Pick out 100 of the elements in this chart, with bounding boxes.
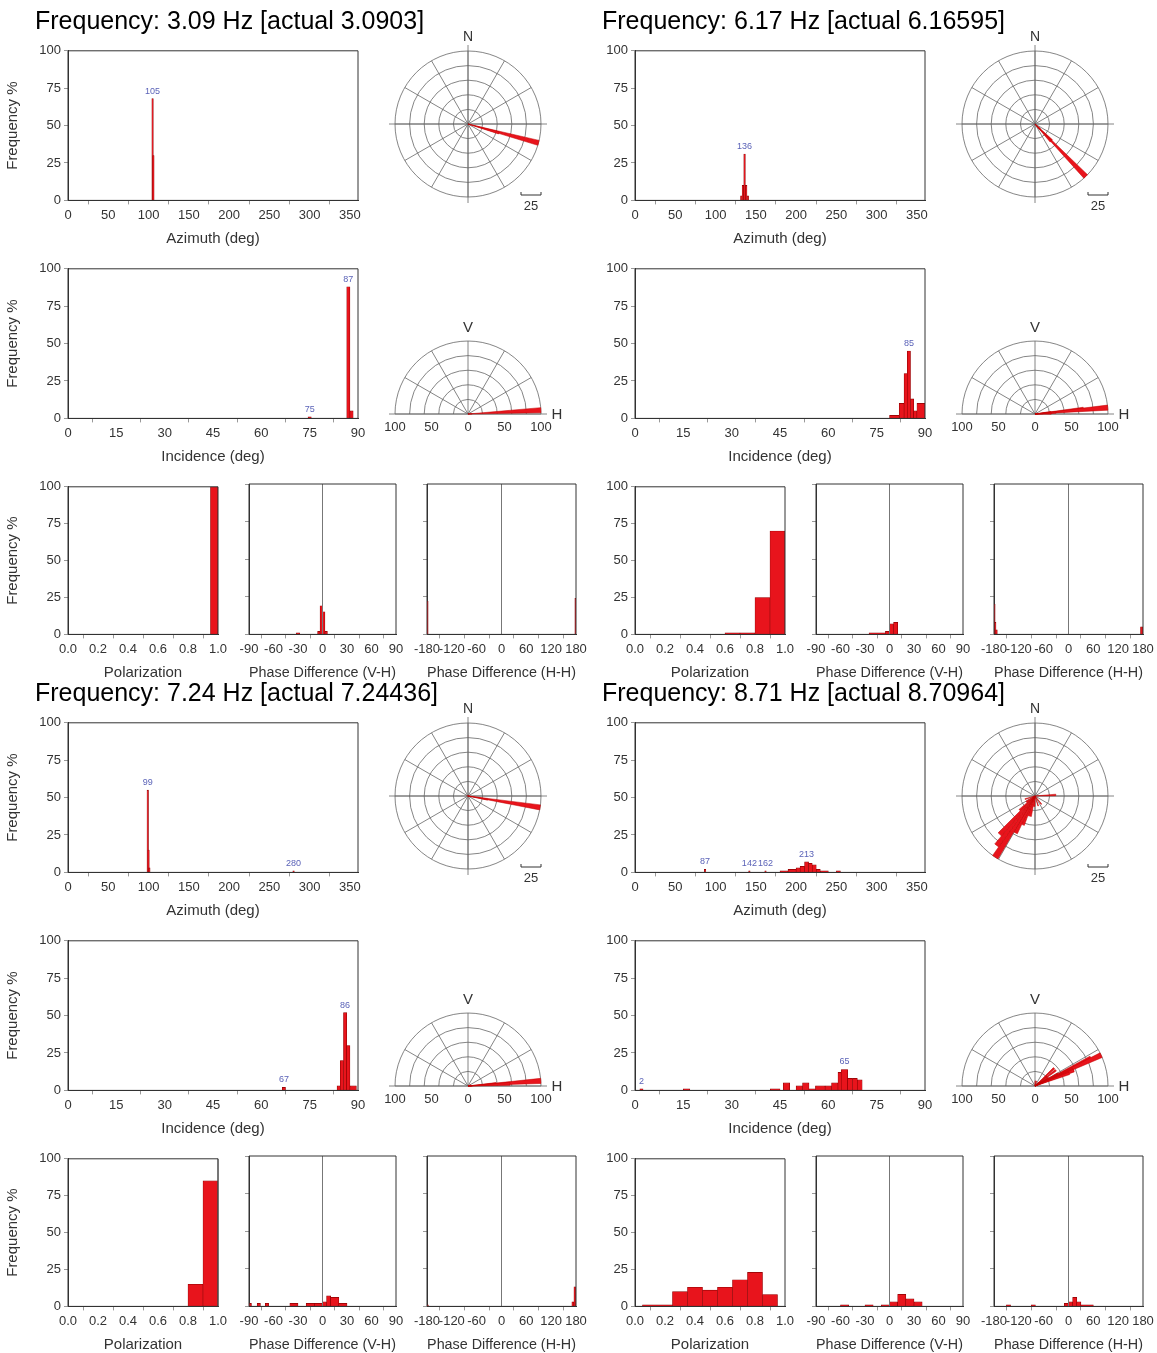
y-tick-label: 75	[46, 969, 61, 985]
y-tick-label: 75	[46, 515, 61, 531]
x-tick-label: 30	[724, 1096, 739, 1112]
y-tick-label: 0	[620, 625, 628, 641]
x-tick-label: -30	[288, 640, 308, 656]
annotation: 105	[145, 85, 161, 96]
x-tick-label: -60	[831, 640, 850, 656]
y-tick-label: 0	[53, 409, 61, 425]
x-tick-label: 150	[744, 878, 767, 894]
y-tick-label: 100	[39, 1150, 61, 1166]
x-axis-title: Phase Difference (V-H)	[816, 1335, 963, 1353]
annotation: 136	[737, 141, 753, 152]
x-tick-label: -60	[264, 1312, 283, 1328]
x-tick-label: 30	[906, 640, 922, 656]
y-tick-label: 75	[613, 969, 628, 985]
x-tick-label: 0	[885, 1312, 894, 1328]
x-tick-label: 0	[64, 1096, 72, 1112]
x-tick-label: -120	[1005, 640, 1032, 656]
x-tick-label: 15	[676, 1096, 691, 1112]
x-tick-label: -120	[438, 640, 465, 656]
x-tick-label: 0.4	[685, 1312, 705, 1328]
x-tick-label: -60	[1034, 1312, 1054, 1328]
x-tick-label: 75	[302, 1096, 317, 1112]
x-axis-title: Incidence (deg)	[161, 1119, 265, 1137]
x-tick-label: 120	[1107, 640, 1130, 656]
text: N	[1029, 700, 1041, 716]
x-tick-label: 0	[885, 640, 894, 656]
x-tick-label: -90	[806, 640, 826, 656]
x-axis-title: Polarization	[670, 1335, 750, 1353]
y-tick-label: 0	[620, 409, 628, 425]
y-axis-title: Frequency %	[3, 753, 21, 842]
y-tick-label: 25	[46, 826, 61, 842]
x-tick-label: 0.4	[118, 1312, 138, 1328]
x-tick-label: 100	[137, 878, 160, 894]
x-tick-label: 0.0	[58, 1312, 78, 1328]
x-tick-label: 250	[825, 206, 848, 222]
x-axis-title: Phase Difference (V-H)	[249, 1335, 396, 1353]
y-tick-label: 25	[46, 372, 61, 388]
x-tick-label: -60	[467, 640, 487, 656]
text: H	[551, 1077, 563, 1094]
y-tick-label: 50	[613, 789, 628, 805]
x-tick-label: 0.4	[685, 640, 705, 656]
x-tick-label: 0	[497, 1312, 506, 1328]
x-tick-label: 0.0	[58, 640, 78, 656]
x-tick-label: -180	[980, 640, 1008, 656]
y-axis-title: Frequency %	[3, 516, 21, 605]
x-tick-label: 0.8	[745, 1312, 765, 1328]
x-tick-label: 60	[364, 640, 379, 656]
y-tick-label: 25	[613, 1044, 628, 1060]
y-tick-label: 100	[39, 714, 61, 730]
y-tick-label: 25	[613, 154, 628, 170]
y-tick-label: 25	[46, 154, 61, 170]
y-tick-label: 75	[46, 79, 61, 95]
annotation: 2	[638, 1075, 644, 1086]
y-tick-label: 100	[606, 42, 628, 58]
x-tick-label: 0.0	[625, 1312, 645, 1328]
x-tick-label: -120	[1005, 1312, 1032, 1328]
text: V	[1029, 990, 1041, 1007]
x-tick-label: 15	[676, 424, 691, 440]
x-tick-label: -60	[831, 1312, 850, 1328]
y-tick-label: 75	[613, 751, 628, 767]
x-tick-label: 45	[772, 1096, 788, 1112]
x-tick-label: 0.2	[88, 640, 108, 656]
y-tick-label: 25	[46, 1044, 61, 1060]
y-tick-label: 100	[39, 260, 61, 276]
y-tick-label: 100	[606, 1150, 628, 1166]
y-tick-label: 25	[613, 1261, 628, 1277]
y-tick-label: 50	[46, 1007, 61, 1023]
x-tick-label: -30	[288, 1312, 308, 1328]
x-tick-label: 90	[388, 640, 404, 656]
y-tick-label: 100	[606, 714, 628, 730]
x-tick-label: 60	[931, 640, 946, 656]
x-tick-label: 90	[917, 424, 933, 440]
x-tick-label: 60	[1086, 640, 1101, 656]
x-tick-label: 15	[109, 424, 124, 440]
x-tick-label: 0	[1064, 1312, 1073, 1328]
x-tick-label: 60	[519, 640, 534, 656]
text: H	[1118, 1077, 1130, 1094]
x-axis-title: Phase Difference (H-H)	[994, 1335, 1143, 1353]
x-tick-label: 90	[955, 640, 971, 656]
x-tick-label: 200	[785, 206, 807, 222]
x-axis-title: Phase Difference (H-H)	[427, 1335, 576, 1353]
y-tick-label: 75	[46, 297, 61, 313]
x-tick-label: 0	[631, 424, 639, 440]
annotation: 280	[286, 857, 302, 868]
x-tick-label: 75	[869, 424, 884, 440]
x-tick-label: 0	[497, 640, 506, 656]
y-tick-label: 50	[613, 1224, 628, 1240]
y-tick-label: 100	[39, 932, 61, 948]
text: N	[462, 700, 474, 716]
text: H	[551, 405, 563, 422]
y-axis-title: Frequency %	[3, 299, 21, 388]
y-tick-label: 75	[46, 751, 61, 767]
y-tick-label: 0	[620, 1081, 628, 1097]
x-axis-title: Phase Difference (V-H)	[816, 663, 963, 681]
y-tick-label: 50	[613, 117, 628, 133]
annotation: 87	[343, 273, 354, 284]
x-tick-label: 45	[205, 424, 221, 440]
annotation: 75	[304, 403, 315, 414]
x-tick-label: 180	[1132, 1312, 1154, 1328]
